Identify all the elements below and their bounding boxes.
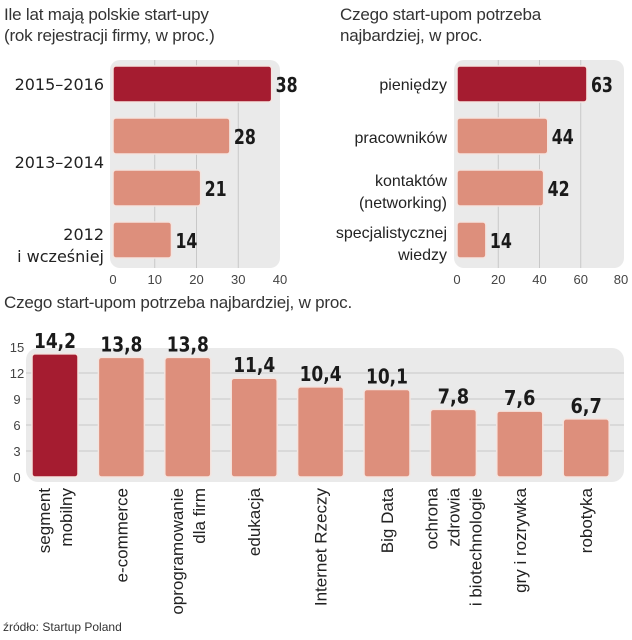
chart1-category-label: 2015–2016 (15, 75, 104, 94)
chart3-value-label: 11,4 (233, 353, 275, 377)
chart3-category-label: Big Data (378, 487, 397, 553)
chart2-x-tick-label: 0 (453, 272, 460, 287)
chart1-category-label: i wcześniej (17, 247, 104, 266)
chart2-category-label: (networking) (359, 195, 447, 212)
chart3-value-label: 7,6 (504, 386, 536, 410)
chart3-bar (363, 388, 411, 478)
chart1-value-label: 14 (175, 229, 197, 253)
chart2-category-label: pracowników (355, 130, 448, 147)
chart2-bar (456, 117, 549, 155)
chart1-bar (112, 221, 173, 259)
chart3-bar (429, 408, 478, 478)
chart1-value-label: 21 (205, 177, 227, 201)
chart2-value-label: 42 (548, 177, 570, 201)
chart1-value-label: 28 (234, 125, 256, 149)
chart2-title: Czego start-upom potrzeba najbardziej, w… (340, 4, 541, 46)
chart3-title: Czego start-upom potrzeba najbardziej, w… (4, 292, 352, 313)
chart1-category-label: 2013–2014 (15, 153, 104, 172)
chart2-x-tick-label: 40 (532, 272, 546, 287)
chart3-category-label: zdrowia (444, 487, 463, 546)
chart3-y-tick-label: 0 (13, 470, 20, 485)
chart1-title-line1: Ile lat mają polskie start-upy (4, 5, 209, 24)
chart1-bar (112, 117, 231, 155)
chart3-category-label: ochrona (422, 487, 441, 549)
chart3-value-label: 10,1 (366, 364, 408, 388)
chart3-bar (31, 353, 79, 478)
chart3-bar (562, 418, 610, 478)
chart3-category-label: edukacja (245, 487, 264, 556)
chart3-value-label: 6,7 (570, 394, 602, 418)
chart2-title-line1: Czego start-upom potrzeba (340, 5, 541, 24)
chart3-category-label: Internet Rzeczy (312, 488, 331, 607)
chart3-value-label: 13,8 (100, 332, 142, 356)
chart1-x-tick-label: 10 (148, 272, 162, 287)
chart3-y-tick-label: 6 (13, 418, 20, 433)
chart3-value-label: 13,8 (167, 332, 209, 356)
chart2-x-tick-label: 20 (491, 272, 505, 287)
chart3-title-text: Czego start-upom potrzeba najbardziej, w… (4, 293, 352, 312)
chart1-panel (110, 60, 280, 268)
chart3-category-label: gry i rozrywka (511, 487, 530, 592)
chart1-x-tick-label: 40 (273, 272, 287, 287)
chart3-category-label: i biotechnologie (466, 488, 485, 606)
chart2-bar (456, 221, 487, 259)
chart3-value-label: 7,8 (438, 384, 470, 408)
chart3-category-label: e-commerce (112, 488, 131, 582)
chart2-category-label: wiedzy (397, 247, 447, 264)
chart3-y-tick-label: 9 (13, 392, 20, 407)
chart2-x-tick-label: 80 (614, 272, 628, 287)
chart3-y-tick-label: 12 (10, 366, 24, 381)
chart3-bar (296, 386, 345, 478)
chart2-x-tick-label: 60 (574, 272, 588, 287)
chart3-bar (97, 356, 146, 478)
chart3-y-tick-label: 3 (13, 444, 20, 459)
chart3-category-label: dla firm (190, 488, 209, 544)
chart1-value-label: 38 (276, 73, 298, 97)
chart2-bar (456, 65, 588, 103)
chart3-category-label: oprogramowanie (168, 488, 187, 615)
chart1-category-label: 2012 (63, 225, 104, 244)
source-note: źródło: Startup Poland (3, 620, 122, 634)
chart3-bar (230, 377, 278, 478)
chart1-bar (112, 169, 202, 207)
chart2-category-label: pieniędzy (379, 77, 447, 94)
chart1-title-line2: (rok rejestracji firmy, w proc.) (4, 26, 215, 45)
chart3-bar (496, 410, 544, 478)
chart3-value-label: 14,2 (34, 329, 76, 353)
chart1-title: Ile lat mają polskie start-upy (rok reje… (4, 4, 215, 46)
chart3-y-tick-label: 15 (10, 340, 24, 355)
chart3-category-label: mobilny (57, 488, 76, 547)
chart3-bar (164, 356, 212, 478)
chart2-title-line2: najbardziej, w proc. (340, 26, 483, 45)
chart2-value-label: 63 (591, 73, 613, 97)
chart3-category-label: segment (35, 488, 54, 553)
chart3-value-label: 10,4 (300, 362, 342, 386)
chart2-category-label: specjalistycznej (336, 225, 447, 242)
chart2-value-label: 14 (490, 229, 512, 253)
chart2-category-label: kontaktów (375, 173, 447, 190)
chart3-category-label: robotyka (577, 487, 596, 553)
chart1-x-tick-label: 20 (189, 272, 203, 287)
chart1-bar (112, 65, 273, 103)
chart1-x-tick-label: 0 (109, 272, 116, 287)
chart2-bar (456, 169, 545, 207)
chart1-x-tick-label: 30 (231, 272, 245, 287)
chart2-value-label: 44 (552, 125, 574, 149)
